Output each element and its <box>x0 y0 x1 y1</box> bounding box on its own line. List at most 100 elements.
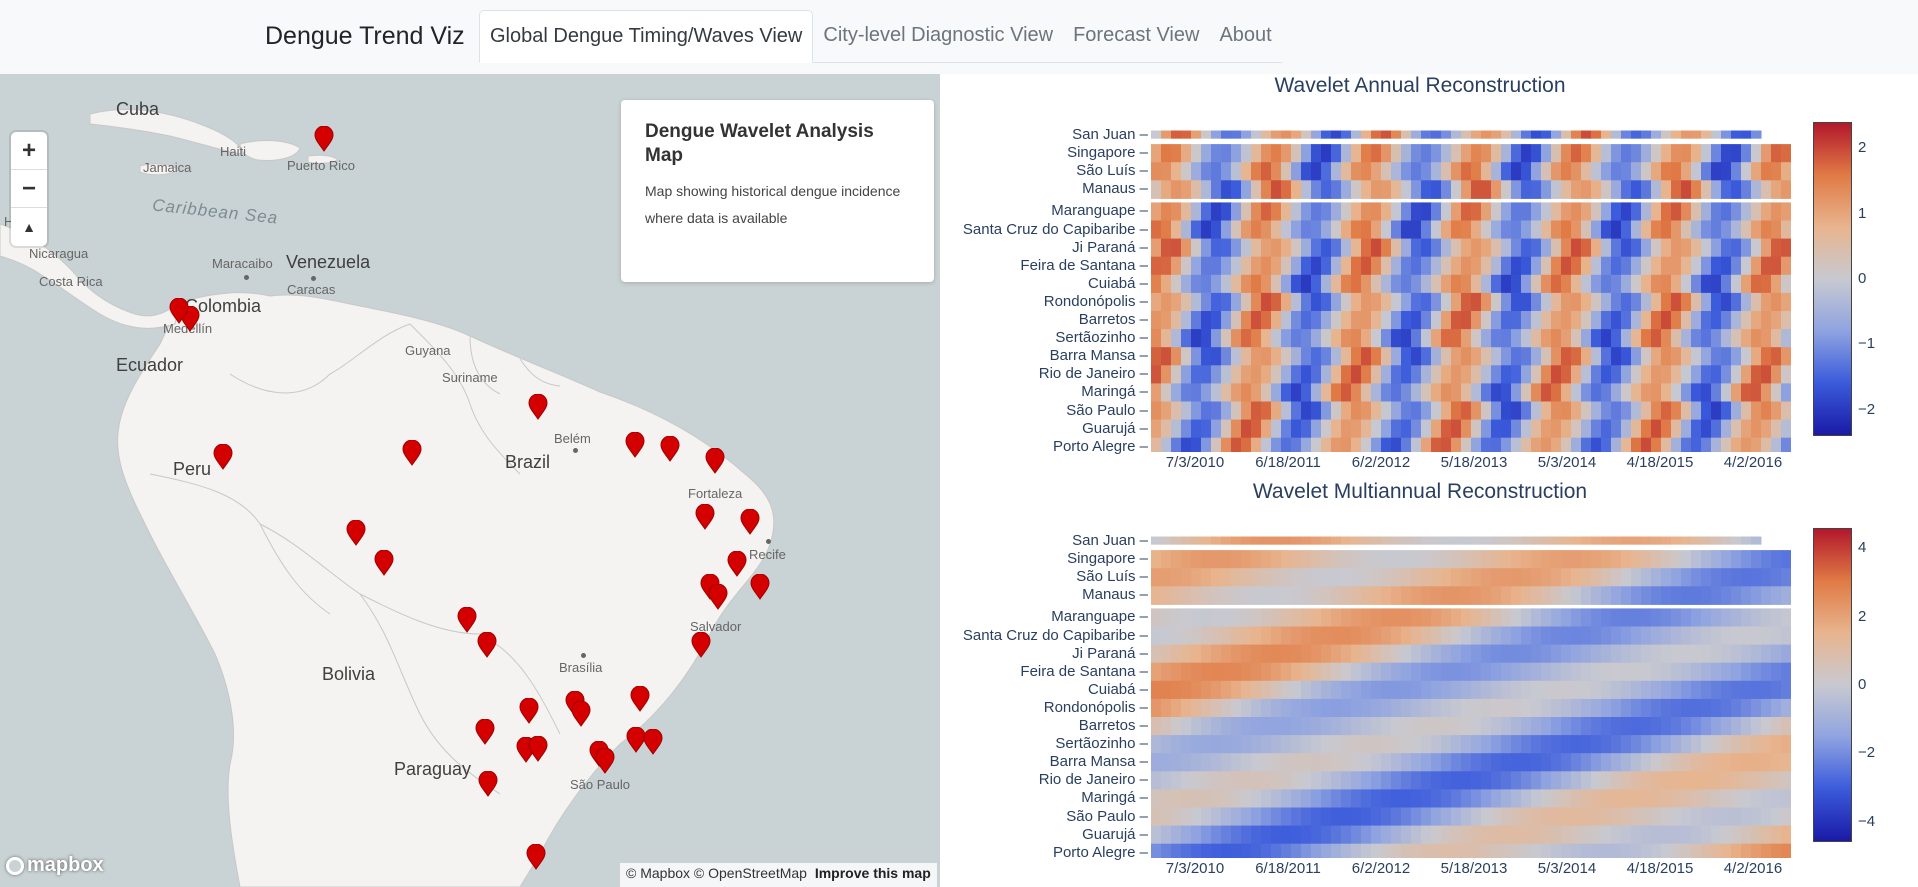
heatmap-cell <box>1381 329 1392 348</box>
city-marker[interactable] <box>727 551 747 577</box>
city-marker[interactable] <box>571 701 591 727</box>
heatmap-cell <box>1711 401 1722 421</box>
heatmap-cell <box>1481 347 1492 366</box>
compass-button[interactable]: ▲ <box>22 219 36 235</box>
heatmap-cell <box>1591 256 1602 276</box>
heatmap-cell <box>1531 586 1542 605</box>
heatmap-cell <box>1341 401 1352 421</box>
map-label-caracas: Caracas <box>287 282 336 297</box>
tab-about[interactable]: About <box>1219 24 1272 46</box>
heatmap-cell <box>1531 807 1542 827</box>
heatmap-cell <box>1781 144 1791 163</box>
city-marker[interactable] <box>314 126 334 152</box>
zoom-out-button[interactable]: − <box>11 170 47 208</box>
city-marker[interactable] <box>695 504 715 530</box>
city-marker[interactable] <box>630 686 650 712</box>
heatmap-cell <box>1451 419 1462 439</box>
heatmap-cell <box>1361 311 1372 330</box>
city-marker[interactable] <box>457 607 477 633</box>
city-marker[interactable] <box>660 436 680 462</box>
city-marker[interactable] <box>708 584 728 610</box>
heatmap-cell <box>1721 662 1732 682</box>
city-marker[interactable] <box>475 719 495 745</box>
heatmap-cell <box>1331 180 1342 199</box>
heatmap-cell <box>1351 419 1362 439</box>
improve-map-link[interactable]: Improve this map <box>814 865 931 881</box>
heatmap-cell <box>1681 717 1692 736</box>
tab-city-diagnostic[interactable]: City-level Diagnostic View <box>823 24 1054 46</box>
heatmap-x-tick: 6/18/2011 <box>1255 454 1321 471</box>
heatmap-cell <box>1701 550 1712 569</box>
city-marker[interactable] <box>528 736 548 762</box>
heatmap-cell <box>1151 644 1162 664</box>
heatmap-cell <box>1431 256 1442 276</box>
heatmap-cell <box>1551 608 1562 627</box>
heatmap-cell <box>1561 202 1572 221</box>
heatmap-cell <box>1591 735 1602 754</box>
city-marker[interactable] <box>346 520 366 546</box>
heatmap-cell <box>1191 180 1202 199</box>
city-marker[interactable] <box>477 632 497 658</box>
city-marker[interactable] <box>374 550 394 576</box>
heatmap-cell <box>1231 626 1242 646</box>
heatmap-cell <box>1451 608 1462 627</box>
annual-heatmap[interactable] <box>1151 126 1791 452</box>
city-marker[interactable] <box>478 771 498 797</box>
city-marker[interactable] <box>526 844 546 870</box>
city-marker[interactable] <box>213 444 233 470</box>
city-marker[interactable] <box>626 727 646 753</box>
heatmap-cell <box>1491 568 1502 587</box>
city-marker[interactable] <box>595 748 615 774</box>
heatmap-cell <box>1211 383 1222 402</box>
heatmap-cell <box>1761 586 1772 605</box>
heatmap-cell <box>1241 292 1252 312</box>
heatmap-cell <box>1271 202 1282 221</box>
city-dot <box>573 448 578 453</box>
city-marker[interactable] <box>691 632 711 658</box>
mapbox-logo[interactable]: mapbox <box>6 854 104 877</box>
heatmap-cell <box>1781 644 1791 664</box>
app-brand[interactable]: Dengue Trend Viz <box>265 22 465 50</box>
city-marker[interactable] <box>528 394 548 420</box>
heatmap-cell <box>1781 771 1791 790</box>
heatmap-cell <box>1781 825 1791 845</box>
dengue-map[interactable]: Cuba Venezuela Colombia Ecuador Peru Bra… <box>0 74 940 887</box>
heatmap-cell <box>1781 680 1791 700</box>
heatmap-cell <box>1661 825 1672 845</box>
tab-forecast[interactable]: Forecast View <box>1073 24 1200 46</box>
heatmap-cell <box>1771 419 1782 439</box>
attribution-text[interactable]: © Mapbox © OpenStreetMap <box>626 865 807 881</box>
heatmap-cell <box>1321 365 1332 384</box>
heatmap-cell <box>1581 329 1592 348</box>
heatmap-cell <box>1421 144 1432 163</box>
heatmap-cell <box>1601 586 1612 605</box>
heatmap-cell <box>1251 130 1262 139</box>
heatmap-cell <box>1181 130 1192 139</box>
heatmap-cell <box>1721 274 1732 294</box>
heatmap-cell <box>1471 680 1482 700</box>
zoom-in-button[interactable]: + <box>11 132 47 170</box>
heatmap-cell <box>1501 311 1512 330</box>
colorbar-tick-label: −2 <box>1858 744 1876 762</box>
city-marker[interactable] <box>519 698 539 724</box>
heatmap-cell <box>1331 401 1342 421</box>
city-marker[interactable] <box>169 298 189 324</box>
city-marker[interactable] <box>402 440 422 466</box>
heatmap-cell <box>1161 771 1172 790</box>
multiannual-heatmap[interactable] <box>1151 532 1791 858</box>
heatmap-cell <box>1401 365 1412 384</box>
heatmap-cell <box>1461 144 1472 163</box>
tab-global-timing[interactable]: Global Dengue Timing/Waves View <box>479 10 814 63</box>
city-marker[interactable] <box>750 574 770 600</box>
heatmap-x-tick: 4/2/2016 <box>1723 454 1783 471</box>
heatmap-cell <box>1371 626 1382 646</box>
heatmap-cell <box>1561 130 1572 139</box>
heatmap-cell <box>1311 144 1322 163</box>
city-marker[interactable] <box>625 432 645 458</box>
heatmap-cell <box>1461 292 1472 312</box>
heatmap-cell <box>1231 536 1242 545</box>
city-marker[interactable] <box>740 509 760 535</box>
city-marker[interactable] <box>643 729 663 755</box>
city-marker[interactable] <box>705 448 725 474</box>
heatmap-cell <box>1391 256 1402 276</box>
